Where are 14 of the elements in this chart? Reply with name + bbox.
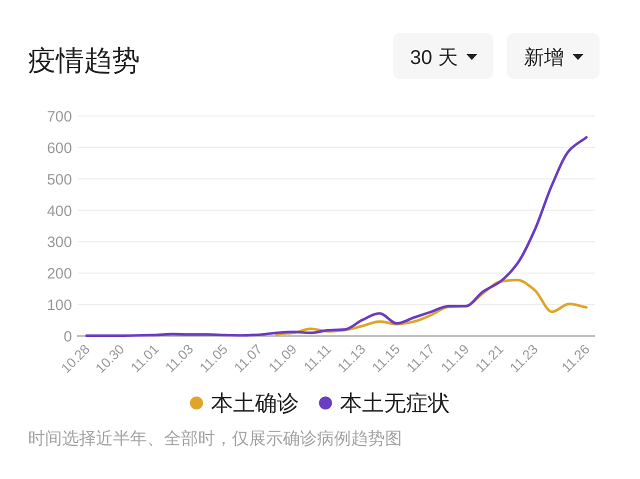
y-tick-label: 400 bbox=[46, 202, 72, 220]
legend-label: 本土确诊 bbox=[211, 390, 299, 416]
y-tick-label: 300 bbox=[46, 234, 72, 252]
y-tick-label: 600 bbox=[46, 140, 72, 157]
control-dropdown: 新增 bbox=[507, 33, 600, 79]
y-tick-label: 500 bbox=[46, 171, 72, 188]
y-tick-label: 700 bbox=[46, 108, 72, 126]
y-tick-label: 200 bbox=[46, 266, 72, 283]
y-tick-label: 100 bbox=[46, 297, 72, 314]
y-tick-label: 0 bbox=[64, 328, 72, 346]
legend-label: 本土无症状 bbox=[340, 390, 450, 416]
text: 时间选择近半年、全部时，仅展示确诊病例趋势图 bbox=[28, 429, 402, 448]
control-dropdown: 30 天 bbox=[393, 33, 494, 79]
chart-title: 疫情趋势 bbox=[28, 45, 140, 76]
